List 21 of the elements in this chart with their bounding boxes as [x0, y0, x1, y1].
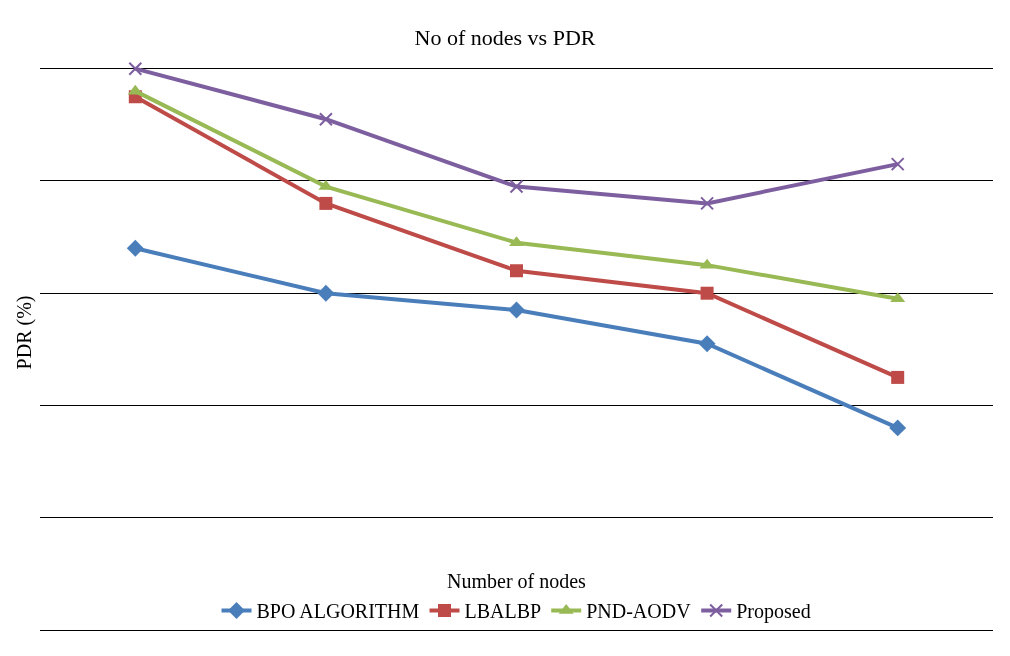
point — [510, 264, 523, 278]
legend-label: Proposed — [736, 600, 811, 624]
point — [317, 284, 335, 302]
legend-label: BPO ALGORITHM — [256, 600, 420, 623]
point — [128, 61, 143, 76]
point — [319, 196, 333, 210]
point — [126, 239, 144, 257]
point — [890, 157, 905, 172]
legend-label: LBALBP — [464, 600, 542, 623]
chart-title: No of nodes vs PDR — [414, 24, 596, 50]
point — [508, 301, 525, 319]
y-axis-title: PDR (%) — [12, 295, 36, 370]
point — [509, 179, 524, 194]
point — [891, 370, 905, 384]
point — [700, 196, 715, 211]
point — [889, 419, 907, 437]
point — [700, 286, 714, 300]
point — [698, 335, 716, 353]
point — [318, 112, 333, 127]
legend-label: PND-AODV — [586, 600, 692, 623]
x-axis-title: Number of nodes — [447, 570, 587, 592]
